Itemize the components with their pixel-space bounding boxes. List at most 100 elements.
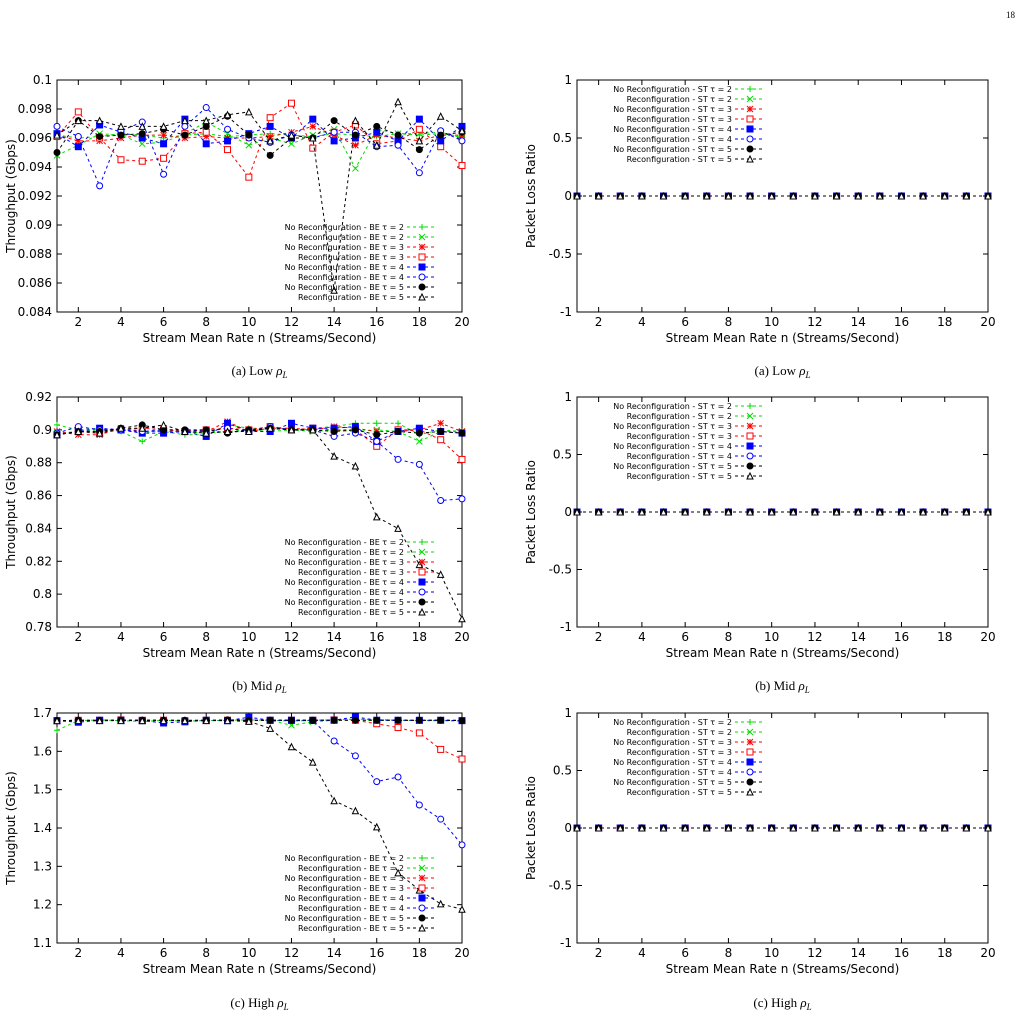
data-point bbox=[159, 420, 168, 429]
data-point bbox=[458, 429, 466, 437]
legend-label: No Reconfiguration - ST τ = 5 bbox=[613, 462, 732, 471]
data-point bbox=[594, 191, 603, 200]
legend-label: No Reconfiguration - ST τ = 3 bbox=[613, 422, 732, 431]
data-point bbox=[919, 191, 927, 200]
data-point bbox=[984, 823, 992, 832]
legend-marker bbox=[418, 864, 426, 872]
data-point bbox=[138, 122, 147, 130]
data-point bbox=[394, 97, 402, 106]
data-point bbox=[181, 716, 189, 725]
data-point bbox=[854, 823, 863, 832]
legend-marker bbox=[746, 768, 754, 776]
data-point bbox=[138, 140, 146, 148]
x-tick-label: 2 bbox=[595, 315, 603, 329]
data-point bbox=[308, 425, 317, 434]
legend-label: Reconfiguration - BE τ = 4 bbox=[298, 588, 404, 597]
data-point bbox=[724, 823, 733, 832]
legend-marker bbox=[746, 758, 754, 766]
legend-label: No Reconfiguration - BE τ = 2 bbox=[285, 854, 404, 863]
legend-marker bbox=[746, 432, 754, 440]
series-line bbox=[56, 118, 463, 148]
data-point bbox=[372, 822, 381, 831]
data-point bbox=[746, 507, 754, 516]
data-point bbox=[437, 497, 445, 504]
y-tick-label: 0.86 bbox=[25, 489, 52, 503]
legend-label: No Reconfiguration - BE τ = 4 bbox=[285, 578, 404, 587]
legend-label: No Reconfiguration - BE τ = 5 bbox=[285, 598, 404, 607]
data-point bbox=[767, 191, 776, 200]
y-tick-label: 0.88 bbox=[25, 456, 52, 470]
x-tick-label: 14 bbox=[851, 315, 866, 329]
data-point bbox=[351, 116, 360, 125]
x-tick-label: 6 bbox=[160, 630, 168, 644]
legend-label: No Reconfiguration - BE τ = 3 bbox=[285, 243, 404, 252]
x-tick-label: 8 bbox=[202, 630, 210, 644]
data-point bbox=[308, 133, 317, 142]
y-tick-label: 0.78 bbox=[25, 620, 52, 634]
legend-label: No Reconfiguration - ST τ = 4 bbox=[613, 442, 732, 451]
legend-label: No Reconfiguration - ST τ = 2 bbox=[613, 718, 732, 727]
data-point bbox=[138, 424, 147, 432]
legend-label: No Reconfiguration - BE τ = 2 bbox=[285, 538, 404, 547]
y-tick-label: 0.088 bbox=[18, 247, 52, 261]
x-tick-label: 10 bbox=[241, 630, 256, 644]
data-point bbox=[940, 823, 949, 832]
data-point bbox=[330, 452, 338, 460]
legend-marker bbox=[746, 471, 754, 480]
y-tick-label: 0 bbox=[564, 189, 572, 203]
data-point bbox=[224, 146, 232, 154]
y-tick-label: 0.09 bbox=[25, 218, 52, 232]
data-point bbox=[223, 427, 232, 435]
data-point bbox=[74, 116, 83, 125]
legend-marker bbox=[418, 884, 426, 892]
data-point bbox=[95, 716, 104, 725]
legend-marker bbox=[746, 462, 754, 470]
data-point bbox=[373, 122, 381, 130]
legend-label: No Reconfiguration - BE τ = 3 bbox=[285, 558, 404, 567]
legend-marker bbox=[746, 95, 754, 103]
data-point bbox=[594, 823, 603, 832]
figure-caption: (b) Mid ρL bbox=[755, 678, 810, 695]
data-point bbox=[437, 745, 445, 753]
y-tick-label: -0.5 bbox=[549, 879, 572, 893]
legend-marker bbox=[418, 578, 426, 586]
data-point bbox=[616, 191, 625, 200]
data-point bbox=[394, 455, 402, 463]
data-point bbox=[940, 507, 949, 516]
data-point bbox=[181, 122, 189, 130]
data-point bbox=[266, 136, 274, 145]
x-tick-label: 20 bbox=[980, 315, 995, 329]
data-point bbox=[245, 173, 253, 181]
chart-thr-mid: 0.78 0.8 0.82 0.84 0.86 0.88 0.9 0.92 2 4 6 8 10 12 14… bbox=[4, 390, 470, 695]
series-line bbox=[56, 424, 463, 620]
y-tick-label: 0.084 bbox=[18, 305, 52, 319]
data-point bbox=[458, 126, 466, 135]
series-line bbox=[56, 718, 463, 731]
series-line bbox=[56, 424, 463, 436]
x-tick-label: 8 bbox=[725, 946, 733, 960]
y-tick-label: 0.094 bbox=[18, 160, 52, 174]
x-tick-label: 12 bbox=[284, 946, 299, 960]
data-point bbox=[181, 116, 189, 125]
legend-marker bbox=[747, 719, 753, 725]
x-tick-label: 2 bbox=[595, 946, 603, 960]
x-tick-label: 18 bbox=[937, 315, 952, 329]
data-point bbox=[330, 737, 338, 745]
data-point bbox=[811, 191, 819, 200]
y-tick-label: -1 bbox=[560, 620, 572, 634]
x-tick-label: 8 bbox=[202, 315, 210, 329]
data-point bbox=[659, 191, 668, 200]
legend-label: Reconfiguration - BE τ = 2 bbox=[298, 233, 404, 242]
y-tick-label: 0.5 bbox=[553, 764, 572, 778]
legend-marker bbox=[418, 914, 426, 922]
data-point bbox=[202, 116, 211, 125]
legend-marker bbox=[418, 253, 426, 261]
legend-marker bbox=[419, 539, 425, 545]
data-point bbox=[287, 419, 295, 427]
legend-label: Reconfiguration - ST τ = 4 bbox=[627, 135, 732, 144]
x-tick-label: 16 bbox=[369, 946, 384, 960]
legend-marker bbox=[418, 548, 426, 556]
data-point bbox=[330, 716, 338, 724]
x-tick-label: 12 bbox=[284, 315, 299, 329]
x-tick-label: 10 bbox=[241, 946, 256, 960]
